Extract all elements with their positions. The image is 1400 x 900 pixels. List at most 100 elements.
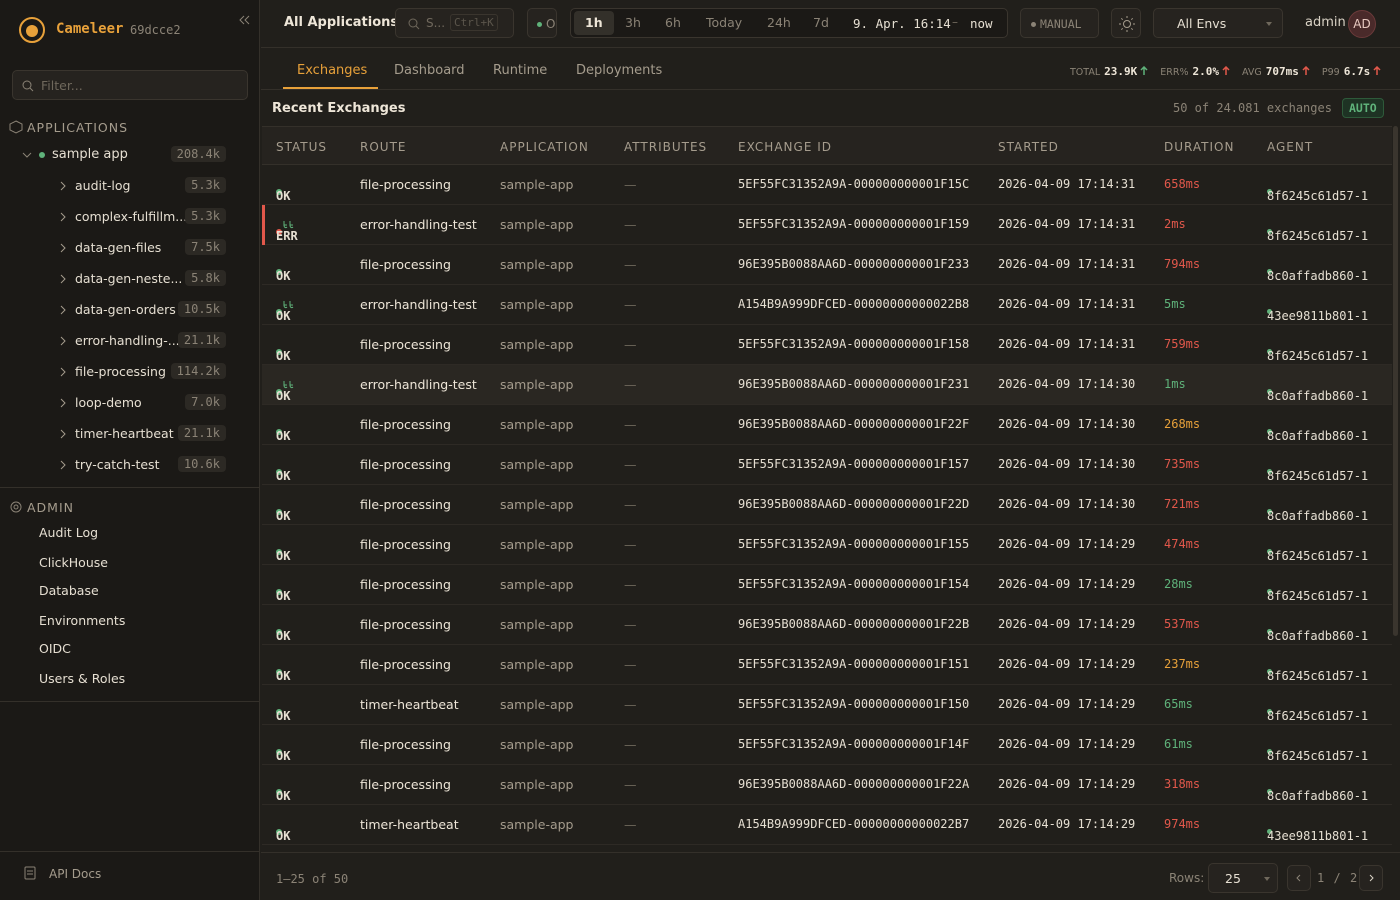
exchange-row[interactable]: OK file-processing sample-app — 96E395B0088A…	[262, 485, 1392, 525]
column-header[interactable]: EXCHANGE ID	[738, 140, 832, 154]
route-item[interactable]: file-processing 114.2k	[0, 361, 260, 383]
exchange-row[interactable]: OK file-processing sample-app — 5EF55FC31352…	[262, 645, 1392, 685]
exchange-row[interactable]: OK timer-heartbeat sample-app — A154B9A999DF…	[262, 805, 1392, 845]
prev-icon	[1296, 874, 1301, 882]
status-dot	[39, 152, 45, 158]
collapse-button[interactable]	[238, 14, 250, 26]
route-item[interactable]: audit-log 5.3k	[0, 175, 260, 197]
exchange-row[interactable]: OK error-handling-test sample-app — 96E395B0…	[262, 365, 1392, 405]
divider	[0, 701, 260, 702]
route-item[interactable]: try-catch-test 10.6k	[0, 454, 260, 476]
application-cell: sample-app	[500, 297, 574, 312]
route-cell: timer-heartbeat	[360, 697, 459, 712]
application-cell: sample-app	[500, 257, 574, 272]
application-cell: sample-app	[500, 497, 574, 512]
rows-select[interactable]: 25	[1208, 863, 1278, 893]
filter-input[interactable]: Filter...	[12, 70, 248, 100]
next-page[interactable]	[1359, 865, 1383, 891]
exchange-row[interactable]: OK file-processing sample-app — 5EF55FC31352…	[262, 725, 1392, 765]
agent-name: 43ee9811b801-1	[1267, 829, 1369, 843]
time-range-option[interactable]: 24h	[767, 15, 791, 30]
theme-toggle[interactable]	[1111, 8, 1141, 38]
avatar[interactable]: AD	[1348, 10, 1376, 38]
agent-dot	[1267, 589, 1272, 594]
api-docs-link[interactable]: API Docs	[49, 867, 102, 881]
exchange-row[interactable]: OK file-processing sample-app — 5EF55FC31352…	[262, 445, 1392, 485]
column-header[interactable]: ROUTE	[360, 140, 407, 154]
started-cell: 2026-04-09 17:14:30	[998, 457, 1136, 471]
route-item[interactable]: timer-heartbeat 21.1k	[0, 423, 260, 445]
admin-link[interactable]: ClickHouse	[39, 555, 108, 570]
tab[interactable]: Runtime	[493, 63, 548, 78]
exchange-row[interactable]: OK file-processing sample-app — 5EF55FC31352…	[262, 525, 1392, 565]
admin-link[interactable]: Audit Log	[39, 525, 99, 540]
column-header[interactable]: ATTRIBUTES	[624, 140, 708, 154]
chevron	[60, 274, 66, 284]
env-select[interactable]: All Envs	[1153, 8, 1283, 38]
admin-link[interactable]: Environments	[39, 613, 126, 628]
manual-button[interactable]: MANUAL	[1020, 8, 1099, 38]
admin-link[interactable]: Users & Roles	[39, 671, 126, 686]
time-range-option[interactable]: Today	[706, 15, 743, 30]
duration-cell: 5ms	[1164, 297, 1186, 311]
route-item[interactable]: loop-demo 7.0k	[0, 392, 260, 414]
status-text: OK	[276, 429, 291, 443]
app-count: 208.4k	[170, 146, 226, 162]
exchange-id-cell: 96E395B0088AA6D-000000000001F22F	[738, 417, 970, 431]
app-item[interactable]: sample app 208.4k	[0, 144, 260, 166]
auto-badge[interactable]: AUTO	[1342, 98, 1384, 118]
exchange-row[interactable]: OK error-handling-test sample-app — A154B9A9…	[262, 285, 1392, 325]
status-pill[interactable]: O	[527, 8, 557, 38]
exchange-row[interactable]: OK file-processing sample-app — 5EF55FC31352…	[262, 165, 1392, 205]
tab[interactable]: Dashboard	[394, 63, 465, 78]
column-header[interactable]: STARTED	[998, 140, 1059, 154]
duration-cell: 237ms	[1164, 657, 1201, 671]
search-box[interactable]: S... Ctrl+K	[395, 8, 514, 38]
column-header[interactable]: DURATION	[1164, 140, 1235, 154]
time-range-option[interactable]: 3h	[625, 15, 641, 30]
admin-link[interactable]: OIDC	[39, 641, 71, 656]
route-cell: error-handling-test	[360, 377, 477, 392]
brand: Cameleer	[56, 21, 124, 37]
duration-cell: 268ms	[1164, 417, 1201, 431]
agent-name: 8c0affadb860-1	[1267, 429, 1369, 443]
tab[interactable]: Exchanges	[297, 63, 368, 78]
agent-dot	[1267, 429, 1272, 434]
stat-value: 23.9K	[1104, 65, 1138, 78]
attributes-cell: —	[624, 217, 637, 232]
route-item[interactable]: data-gen-orders 10.5k	[0, 299, 260, 321]
exchange-row[interactable]: OK timer-heartbeat sample-app — 5EF55FC31352…	[262, 685, 1392, 725]
column-header[interactable]: APPLICATION	[500, 140, 589, 154]
column-header[interactable]: STATUS	[276, 140, 328, 154]
user-name[interactable]: admin	[1305, 15, 1346, 30]
status-dot	[276, 829, 282, 835]
prev-page[interactable]	[1287, 865, 1311, 891]
route-item[interactable]: error-handling-... 21.1k	[0, 330, 260, 352]
exchange-row[interactable]: OK file-processing sample-app — 96E395B0088A…	[262, 405, 1392, 445]
exchange-row[interactable]: OK file-processing sample-app — 5EF55FC31352…	[262, 565, 1392, 605]
route-cell: file-processing	[360, 337, 451, 352]
time-range-option[interactable]: 6h	[665, 15, 681, 30]
exchange-row[interactable]: ERR error-handling-test sample-app — 5EF55FC…	[262, 205, 1392, 245]
column-header[interactable]: AGENT	[1267, 140, 1314, 154]
agent-dot	[1267, 709, 1272, 714]
exchange-row[interactable]: OK file-processing sample-app — 5EF55FC31352…	[262, 325, 1392, 365]
stat-label: TOTAL	[1070, 67, 1101, 78]
time-range-option[interactable]: 1h	[574, 11, 614, 35]
page-title: All Applications	[284, 15, 399, 30]
status-dot	[276, 229, 282, 235]
exchange-row[interactable]: OK file-processing sample-app — 96E395B0088A…	[262, 605, 1392, 645]
search-icon	[408, 18, 420, 30]
route-item[interactable]: data-gen-neste... 5.8k	[0, 268, 260, 290]
admin-link[interactable]: Database	[39, 583, 99, 598]
route-item[interactable]: data-gen-files 7.5k	[0, 237, 260, 259]
duration-cell: 65ms	[1164, 697, 1193, 711]
duration-cell: 318ms	[1164, 777, 1201, 791]
tab[interactable]: Deployments	[576, 63, 663, 78]
agent-name: 8f6245c61d57-1	[1267, 709, 1369, 723]
time-range-option[interactable]: 7d	[813, 15, 829, 30]
route-item[interactable]: complex-fulfillm... 5.3k	[0, 206, 260, 228]
exchange-row[interactable]: OK file-processing sample-app — 96E395B0088A…	[262, 765, 1392, 805]
application-cell: sample-app	[500, 577, 574, 592]
exchange-row[interactable]: OK file-processing sample-app — 96E395B0088A…	[262, 245, 1392, 285]
